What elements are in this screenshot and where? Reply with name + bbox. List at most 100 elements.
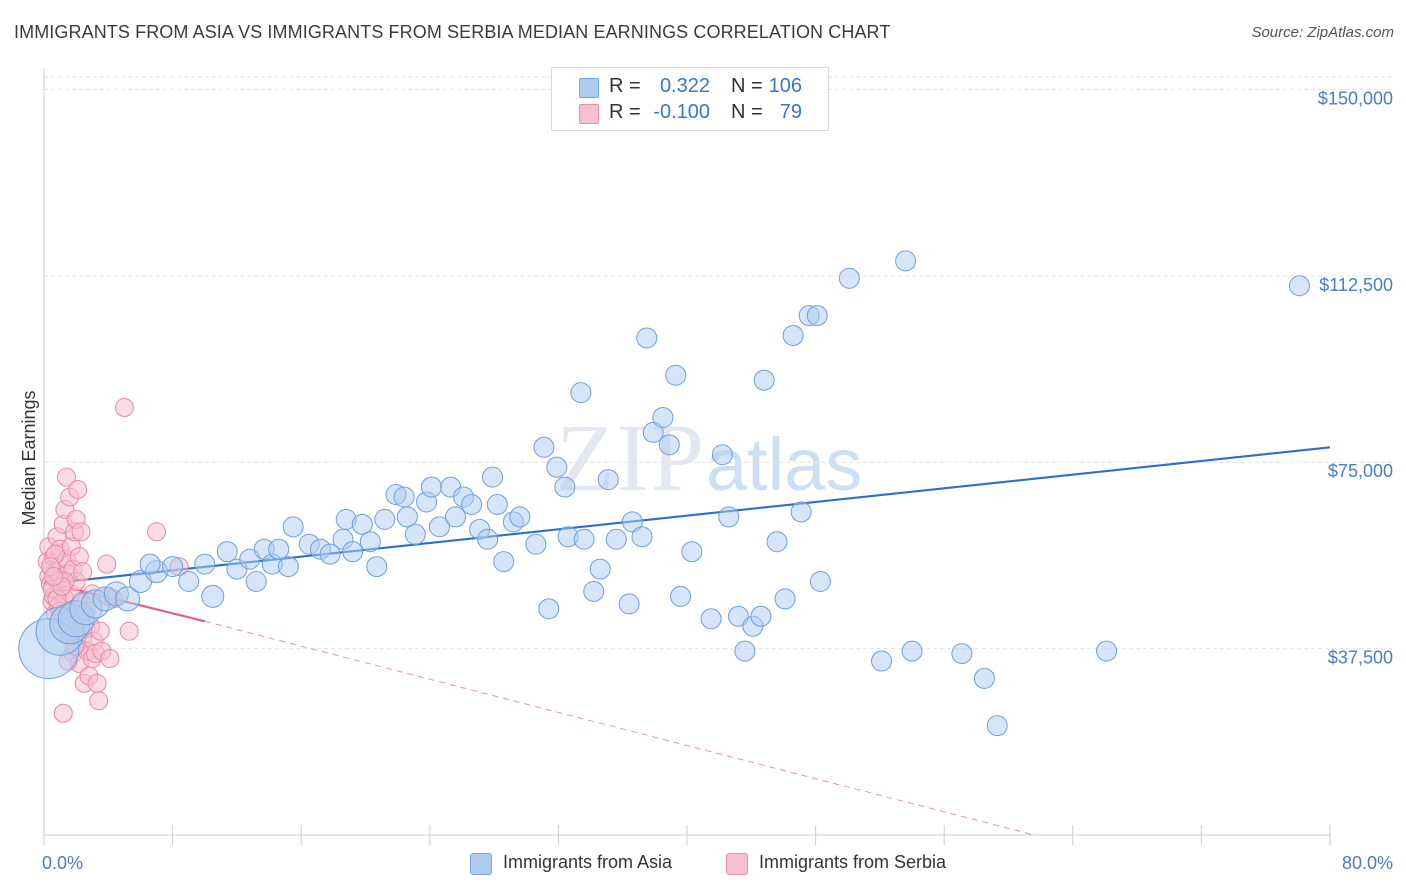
asia-point xyxy=(605,528,627,550)
asia-point xyxy=(871,650,893,672)
y-tick-label: $75,000 xyxy=(1328,461,1393,481)
y-tick-label: $150,000 xyxy=(1318,88,1393,108)
asia-point xyxy=(621,511,643,533)
asia-point xyxy=(546,456,568,478)
asia-point xyxy=(782,324,804,346)
n-label: N = xyxy=(731,75,763,97)
asia-point xyxy=(718,506,740,528)
asia-point xyxy=(359,531,381,553)
asia-point xyxy=(642,421,664,443)
stats-row-asia: R = 0.322 N = 106 xyxy=(552,75,828,101)
asia-point xyxy=(178,571,200,593)
serbia-swatch xyxy=(579,104,599,124)
asia-point xyxy=(428,516,450,538)
asia-point xyxy=(319,543,341,565)
asia-point xyxy=(477,528,499,550)
x-tick-label: 0.0% xyxy=(42,853,83,873)
asia-point xyxy=(445,506,467,528)
asia-point xyxy=(711,444,733,466)
y-axis-label: Median Earnings xyxy=(19,390,39,525)
serbia-point xyxy=(87,673,107,693)
asia-swatch xyxy=(470,853,492,875)
r-label: R = xyxy=(609,101,641,123)
legend-label: Immigrants from Serbia xyxy=(759,852,947,872)
y-tick-label: $112,500 xyxy=(1319,275,1393,295)
asia-point xyxy=(809,571,831,593)
asia-point xyxy=(727,605,749,627)
r-value: 0.322 xyxy=(659,75,710,97)
asia-point xyxy=(554,476,576,498)
asia-point xyxy=(201,584,225,608)
asia-point xyxy=(570,382,592,404)
serbia-point xyxy=(100,649,120,669)
serbia-point xyxy=(71,522,91,542)
asia-point xyxy=(282,516,304,538)
asia-point xyxy=(139,553,161,575)
asia-point xyxy=(583,580,605,602)
series-legend: Immigrants from Asia Immigrants from Ser… xyxy=(0,852,1406,878)
asia-point xyxy=(461,493,483,515)
asia-point xyxy=(1288,275,1310,297)
legend-label: Immigrants from Asia xyxy=(503,852,673,872)
asia-point xyxy=(420,476,442,498)
asia-point xyxy=(806,305,828,327)
asia-point xyxy=(597,469,619,491)
serbia-point xyxy=(53,703,73,723)
asia-point xyxy=(700,608,722,630)
watermark: ZIPatlas xyxy=(556,402,862,513)
asia-point xyxy=(115,586,141,612)
asia-point xyxy=(790,501,812,523)
asia-point xyxy=(636,327,658,349)
asia-point xyxy=(538,598,560,620)
asia-point xyxy=(194,553,216,575)
serbia-point xyxy=(73,562,93,582)
asia-point xyxy=(245,571,267,593)
serbia-point xyxy=(89,691,109,711)
asia-point xyxy=(351,513,373,535)
serbia-point xyxy=(147,522,167,542)
serbia-point xyxy=(97,554,117,574)
asia-point xyxy=(533,436,555,458)
asia-point xyxy=(216,541,238,563)
asia-point xyxy=(366,556,388,578)
serbia-point xyxy=(44,567,64,587)
watermark-zip: ZIP xyxy=(556,404,706,511)
asia-point xyxy=(374,508,396,530)
asia-point xyxy=(901,640,923,662)
watermark-atlas: atlas xyxy=(706,423,863,506)
asia-point xyxy=(986,715,1008,737)
asia-point xyxy=(753,369,775,391)
n-label: N = xyxy=(731,101,763,123)
asia-point xyxy=(239,548,261,570)
series-asia-points xyxy=(18,250,1310,737)
asia-point xyxy=(493,551,515,573)
asia-point xyxy=(486,493,508,515)
asia-swatch xyxy=(579,78,599,98)
x-tick-label: 80.0% xyxy=(1342,853,1393,873)
asia-point xyxy=(277,556,299,578)
stats-row-serbia: R = -0.100 N = 79 xyxy=(552,101,828,127)
stats-legend: R = 0.322 N = 106 R = -0.100 N = 79 xyxy=(551,67,829,131)
n-value: 106 xyxy=(768,75,802,97)
r-label: R = xyxy=(609,75,641,97)
asia-point xyxy=(396,506,418,528)
asia-point xyxy=(404,523,426,545)
asia-point xyxy=(766,531,788,553)
asia-point xyxy=(481,466,503,488)
serbia-point xyxy=(114,398,134,418)
asia-point xyxy=(589,558,611,580)
chart-title: IMMIGRANTS FROM ASIA VS IMMIGRANTS FROM … xyxy=(14,22,891,42)
serbia-point xyxy=(68,480,88,500)
asia-point xyxy=(652,406,674,428)
asia-point xyxy=(509,506,531,528)
asia-point xyxy=(658,434,680,456)
asia-point xyxy=(665,364,687,386)
asia-point xyxy=(393,486,415,508)
asia-point xyxy=(162,556,184,578)
axes xyxy=(43,68,1331,845)
tick-labels: $37,500 $75,000 $112,500 $150,000 0.0% 80.0% xyxy=(42,88,1393,873)
asia-point xyxy=(631,526,653,548)
serbia-point xyxy=(90,621,110,641)
asia-point xyxy=(973,667,995,689)
